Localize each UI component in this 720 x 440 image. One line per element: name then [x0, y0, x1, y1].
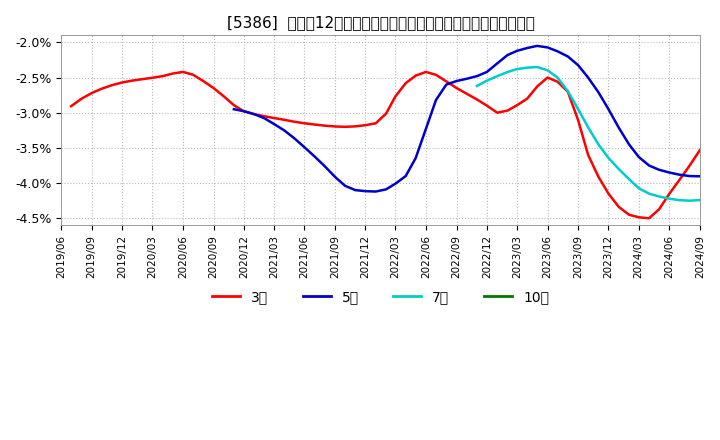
Legend: 3年, 5年, 7年, 10年: 3年, 5年, 7年, 10年 — [207, 284, 554, 310]
Title: [5386]  売上高12か月移動合計の対前年同期増減率の平均値の推移: [5386] 売上高12か月移動合計の対前年同期増減率の平均値の推移 — [227, 15, 534, 30]
